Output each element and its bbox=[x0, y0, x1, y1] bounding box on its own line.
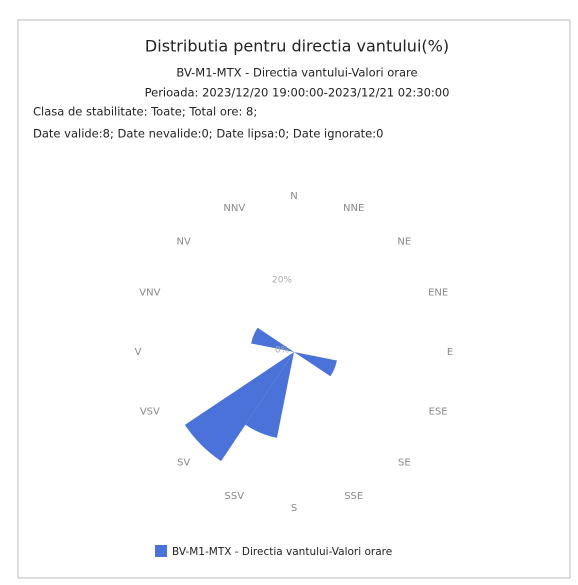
direction-label: S bbox=[291, 503, 297, 514]
direction-label: SSE bbox=[344, 491, 363, 502]
direction-label: SV bbox=[177, 457, 190, 468]
radial-tick-label: 0% bbox=[275, 346, 290, 356]
direction-label: NNV bbox=[223, 203, 245, 214]
legend-label: BV-M1-MTX - Directia vantului-Valori ora… bbox=[172, 546, 392, 558]
direction-label: SE bbox=[398, 457, 411, 468]
legend-swatch bbox=[155, 545, 167, 557]
direction-label: NE bbox=[397, 237, 411, 248]
direction-label: V bbox=[135, 347, 142, 358]
annotation: Date valide:8; Date nevalide:0; Date lip… bbox=[33, 127, 383, 141]
wedge bbox=[251, 327, 294, 352]
annotation: Clasa de stabilitate: Toate; Total ore: … bbox=[33, 105, 257, 119]
chart-title: Distributia pentru directia vantului(%) bbox=[145, 37, 449, 56]
radial-tick-label: 20% bbox=[272, 276, 292, 286]
wedge bbox=[245, 352, 294, 438]
direction-label: ENE bbox=[428, 287, 448, 298]
direction-label: VNV bbox=[139, 287, 160, 298]
wedge bbox=[184, 352, 294, 462]
frame bbox=[17, 19, 571, 579]
wedge bbox=[294, 352, 337, 377]
direction-label: E bbox=[447, 347, 453, 358]
subtitle: Perioada: 2023/12/20 19:00:00-2023/12/21… bbox=[145, 86, 450, 100]
direction-label: NV bbox=[177, 237, 191, 248]
direction-label: N bbox=[290, 191, 297, 202]
direction-label: VSV bbox=[140, 407, 160, 418]
direction-label: ESE bbox=[429, 407, 448, 418]
direction-label: SSV bbox=[225, 491, 245, 502]
direction-label: NNE bbox=[343, 203, 364, 214]
subtitle: BV-M1-MTX - Directia vantului-Valori ora… bbox=[176, 66, 417, 80]
